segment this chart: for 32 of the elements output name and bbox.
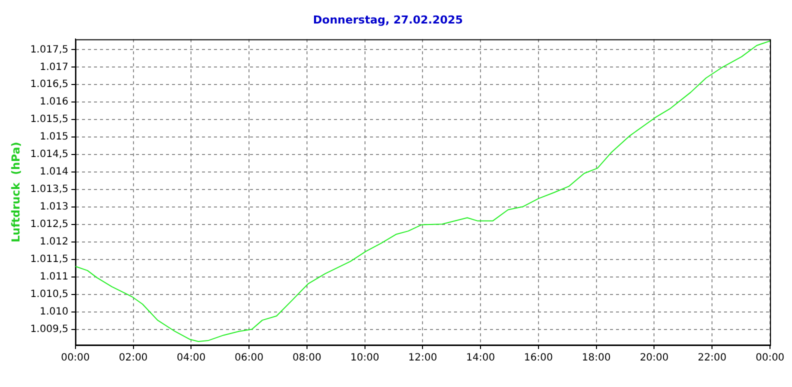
- y-tick-label: 1.011,5: [30, 254, 68, 265]
- y-tick-label: 1.011: [40, 271, 68, 282]
- x-tick-label: 22:00: [698, 352, 727, 364]
- x-tick-label: 12:00: [408, 352, 438, 364]
- x-tick-label: 18:00: [582, 352, 611, 364]
- y-tick-label: 1.017,5: [30, 44, 68, 56]
- y-tick-label: 1.013,5: [30, 184, 68, 196]
- y-tick-label: 1.013: [40, 202, 68, 213]
- x-tick-label: 00:00: [60, 352, 90, 364]
- chart-title: Donnerstag, 27.02.2025: [313, 13, 463, 26]
- y-tick-label: 1.017: [40, 62, 68, 73]
- y-tick-label: 1.009,5: [30, 324, 68, 335]
- x-tick-label: 02:00: [118, 352, 148, 364]
- x-tick-label: 00:00: [756, 352, 784, 364]
- x-tick-label: 08:00: [292, 352, 322, 364]
- x-tick-label: 06:00: [234, 352, 264, 364]
- y-tick-label: 1.010,5: [30, 288, 68, 300]
- y-tick-label: 1.016,5: [30, 79, 68, 90]
- y-tick-label: 1.015,5: [30, 114, 68, 126]
- y-axis-title: Luftdruck (hPa): [9, 142, 22, 242]
- y-tick-label: 1.012: [40, 236, 68, 248]
- x-tick-label: 04:00: [176, 352, 206, 364]
- y-tick-label: 1.010: [40, 306, 68, 318]
- y-tick-label: 1.014,5: [30, 149, 68, 160]
- x-tick-label: 16:00: [524, 352, 553, 364]
- y-tick-label: 1.012,5: [30, 219, 68, 230]
- y-tick-label: 1.014: [40, 166, 68, 178]
- y-tick-label: 1.015: [40, 132, 68, 143]
- x-tick-label: 20:00: [640, 352, 669, 364]
- y-tick-label: 1.016: [40, 96, 68, 108]
- x-tick-label: 10:00: [350, 352, 380, 364]
- x-tick-label: 14:00: [466, 352, 495, 364]
